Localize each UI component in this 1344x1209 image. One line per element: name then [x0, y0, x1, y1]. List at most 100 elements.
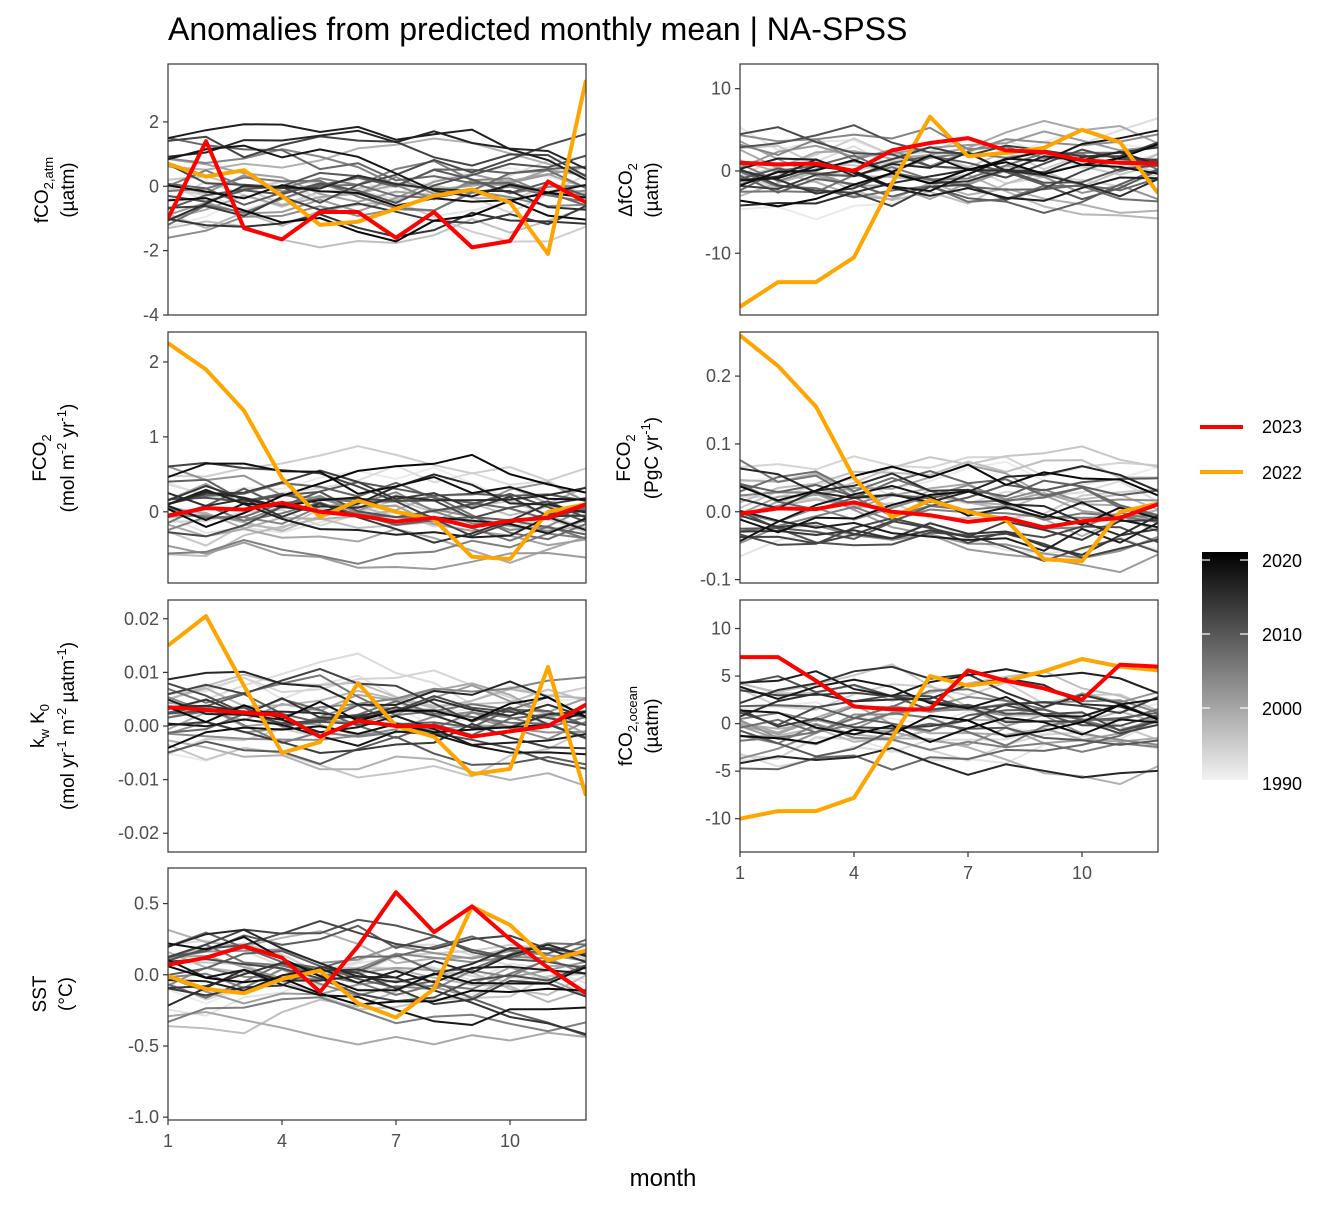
y-tick-label: -2: [143, 241, 159, 261]
ensemble-line: [740, 459, 1158, 504]
ensemble-line: [740, 722, 1158, 758]
legend-label-2022: 2022: [1262, 463, 1302, 483]
series-line-2023: [740, 136, 1158, 173]
ensemble-line: [168, 965, 586, 1006]
y-tick-label: 2: [149, 352, 159, 372]
ensemble-line: [740, 712, 1158, 747]
series-line-2022: [168, 341, 586, 561]
y-tick-label: 0: [721, 714, 731, 734]
x-tick-label: 7: [963, 863, 973, 883]
ensemble-line: [740, 126, 1158, 179]
gradient-tick-1990: 1990: [1262, 774, 1302, 794]
series-line-2023: [168, 890, 586, 995]
y-tick-label: -5: [715, 761, 731, 781]
ensemble-line: [168, 184, 586, 221]
series-line-2023: [740, 500, 1158, 530]
y-tick-label: 0.1: [706, 434, 731, 454]
ensemble-lines: [740, 117, 1158, 221]
ensemble-line: [168, 971, 586, 1035]
series-line-2023: [168, 500, 586, 529]
svg-text:(µatm): (µatm): [58, 162, 79, 217]
ensemble-line: [168, 176, 586, 212]
series-line-2023: [168, 702, 586, 739]
ensemble-line: [168, 488, 586, 539]
svg-text:SST: SST: [30, 975, 51, 1012]
chart-title: Anomalies from predicted monthly mean | …: [168, 11, 907, 47]
svg-text:(mol yr-1 m-2 µatm-1): (mol yr-1 m-2 µatm-1): [54, 642, 79, 810]
panel-delta-fco2: 10 0 -10: [705, 63, 1159, 316]
ensemble-line: [168, 486, 586, 509]
ensemble-line: [168, 466, 586, 516]
ensemble-line: [168, 136, 586, 207]
ensemble-line: [168, 735, 586, 766]
y-tick-label: 0: [721, 161, 731, 181]
ensemble-line: [168, 720, 586, 755]
ensemble-line: [168, 961, 586, 1036]
ensemble-line: [740, 170, 1158, 203]
ensemble-line: [740, 157, 1158, 202]
y-tick-label: 0.02: [124, 609, 159, 629]
legend-label-2023: 2023: [1262, 417, 1302, 437]
ensemble-line: [740, 455, 1158, 478]
gradient-tick-2010: 2010: [1262, 625, 1302, 645]
series-line-2022: [168, 79, 586, 256]
ensemble-line: [168, 532, 586, 565]
y-tick-label: 0.2: [706, 366, 731, 386]
ensemble-line: [168, 965, 586, 992]
ensemble-line: [168, 943, 586, 996]
ylabel-delta-fco2: ΔfCO2 (µatm): [616, 162, 663, 217]
y-tick-label: 0.5: [134, 894, 159, 914]
ensemble-line: [168, 501, 586, 542]
ensemble-line: [740, 472, 1158, 537]
ensemble-line: [168, 685, 586, 755]
y-tick-label: -0.1: [700, 570, 731, 590]
ylabel-kw-k0: kw K0 (mol yr-1 m-2 µatm-1): [28, 642, 79, 810]
ensemble-line: [168, 919, 586, 958]
ensemble-line: [168, 705, 586, 744]
ensemble-line: [740, 746, 1158, 779]
y-tick-label: 0: [149, 176, 159, 196]
ensemble-line: [168, 996, 586, 1033]
panel-frame: [739, 331, 1159, 584]
ensemble-line: [740, 492, 1158, 574]
ensemble-line: [740, 668, 1158, 698]
ensemble-line: [740, 143, 1158, 208]
ensemble-line: [168, 947, 586, 1007]
y-tick-label: -10: [705, 243, 731, 263]
svg-text:FCO2: FCO2: [30, 434, 54, 481]
ensemble-line: [168, 123, 586, 181]
ensemble-line: [168, 502, 586, 558]
ensemble-line: [168, 954, 586, 997]
gradient-tick-2000: 2000: [1262, 699, 1302, 719]
ensemble-line: [740, 723, 1158, 753]
panel-kw-k0: 0.02 0.01 0.00 -0.01 -0.02: [118, 599, 587, 853]
ylabel-fco2-atm: fCO2,atm (µatm): [32, 157, 79, 223]
y-tick-label: -4: [143, 305, 159, 325]
ensemble-line: [168, 697, 586, 739]
ensemble-line: [168, 129, 586, 170]
svg-text:(PgC yr-1): (PgC yr-1): [638, 417, 663, 499]
y-tick-label: 10: [711, 619, 731, 639]
ylabel-fco2-flux-pgc: FCO2 (PgC yr-1): [614, 417, 663, 499]
x-tick-label: 1: [735, 863, 745, 883]
ensemble-line: [168, 935, 586, 992]
ensemble-line: [740, 514, 1158, 541]
ensemble-line: [168, 710, 586, 749]
series-line-2023: [168, 139, 586, 250]
y-tick-label: -0.01: [118, 770, 159, 790]
ensemble-line: [168, 168, 586, 210]
x-tick-label: 10: [500, 1131, 520, 1151]
ensemble-line: [168, 497, 586, 538]
y-tick-label: 0.01: [124, 662, 159, 682]
svg-text:(µatm): (µatm): [642, 698, 663, 753]
ensemble-line: [740, 517, 1158, 546]
ensemble-line: [740, 709, 1158, 744]
x-axis-label: month: [630, 1165, 697, 1192]
ensemble-line: [168, 950, 586, 1037]
y-tick-label: -0.02: [118, 823, 159, 843]
svg-text:fCO2,ocean: fCO2,ocean: [616, 686, 640, 766]
y-tick-label: 0.0: [706, 502, 731, 522]
y-tick-label: 0.0: [134, 965, 159, 985]
ensemble-line: [168, 541, 586, 571]
ensemble-line: [168, 696, 586, 724]
